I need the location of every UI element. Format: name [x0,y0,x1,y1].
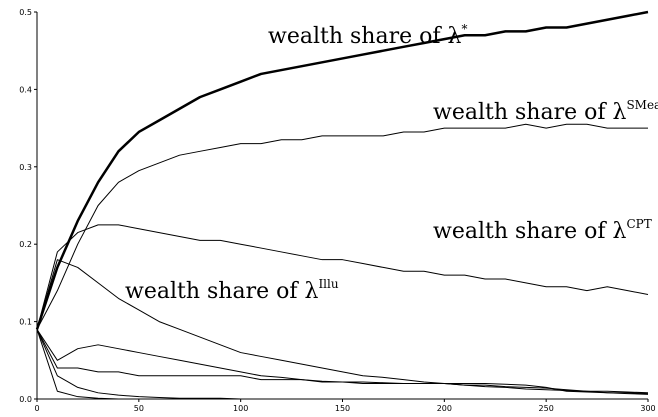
series-line [36,329,649,395]
x-tick-label: 250 [539,404,554,413]
x-tick-label: 300 [640,404,655,413]
y-tick-label: 0.3 [19,163,32,172]
series-line [36,259,649,394]
y-tick-label: 0.4 [19,85,32,94]
annotation-superscript: * [461,22,467,36]
y-tick-label: 0.2 [19,240,32,249]
x-tick-label: 0 [34,404,39,413]
annotation-superscript: SMean [626,98,658,112]
annotation-superscript: CPT [626,217,651,231]
series-line [36,123,648,330]
annotation-text: wealth share of λ [125,279,318,304]
annotation: wealth share of λCPT [433,217,652,244]
y-tick-label: 0.1 [19,318,32,327]
series-line [36,329,649,395]
annotation-text: wealth share of λ [268,24,461,49]
series-line [36,224,649,330]
series-line [36,329,648,400]
annotation: wealth share of λSMean [433,98,658,125]
annotation: wealth share of λIllu [125,277,339,304]
x-tick-label: 100 [233,404,248,413]
series-line [35,10,649,330]
annotation-superscript: Illu [318,277,338,291]
y-tick-label: 0.5 [19,8,32,17]
y-tick-label: 0.0 [19,395,32,404]
x-tick-label: 200 [437,404,452,413]
annotation: wealth share of λ* [268,22,467,49]
x-tick-label: 150 [335,404,350,413]
x-tick-label: 50 [134,404,144,413]
annotation-text: wealth share of λ [433,219,626,244]
annotation-text: wealth share of λ [433,100,626,125]
